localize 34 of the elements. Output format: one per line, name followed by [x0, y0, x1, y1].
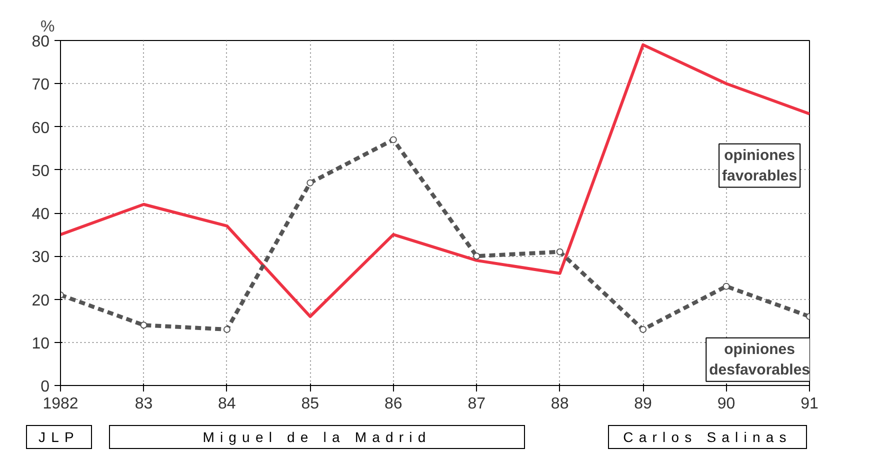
- y-tick-label: 50: [32, 162, 50, 180]
- y-tick-label: 80: [32, 34, 50, 50]
- y-tick-label: 0: [40, 378, 50, 396]
- point: [223, 326, 230, 333]
- text: JLP: [38, 428, 80, 447]
- y-tick-label: 10: [32, 335, 50, 352]
- line-series: [60, 43, 810, 318]
- text: Carlos Salinas: [623, 428, 792, 447]
- x-tick-label: 91: [800, 396, 818, 412]
- text: Miguel de la Madrid: [202, 428, 432, 447]
- x-tick-label: 87: [468, 396, 486, 412]
- series-label: opiniones desfavorables: [709, 340, 810, 378]
- x-tick-label: 1982: [42, 396, 78, 412]
- point: [306, 179, 314, 186]
- point: [473, 252, 480, 260]
- x-tick-label: 83: [134, 396, 153, 412]
- x-tick-label: 85: [301, 396, 320, 412]
- x-tick-label: 90: [717, 396, 736, 412]
- y-tick-label: 60: [32, 120, 50, 137]
- y-tick-label: 20: [32, 292, 50, 310]
- point: [140, 322, 148, 329]
- point: [640, 326, 647, 333]
- y-tick-label: 70: [32, 76, 50, 94]
- point: [390, 136, 397, 144]
- x-tick-label: 88: [550, 396, 569, 412]
- text: opiniones favorables: [722, 146, 798, 184]
- x-tick-label: 84: [218, 396, 236, 412]
- y-tick-label: 30: [32, 249, 50, 266]
- point: [722, 282, 730, 290]
- y-tick-label: 40: [32, 206, 50, 223]
- point: [556, 248, 564, 256]
- y-axis-title: %: [40, 18, 55, 36]
- x-tick-label: 89: [634, 396, 652, 412]
- x-tick-label: 86: [384, 396, 402, 412]
